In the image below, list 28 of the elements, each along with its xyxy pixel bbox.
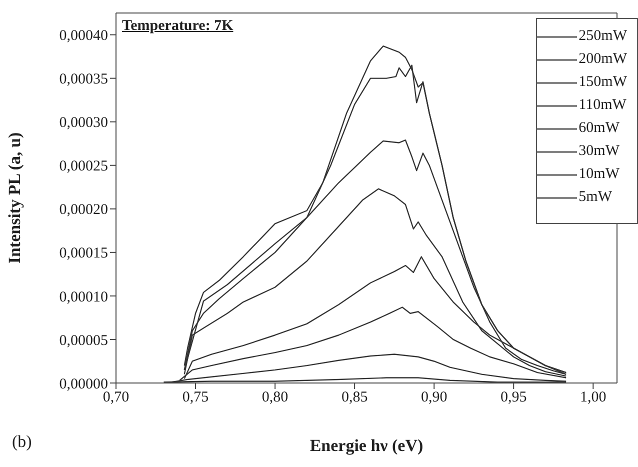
y-tick-label: 0,00000 bbox=[59, 376, 108, 392]
annotation: Temperature: 7K bbox=[122, 18, 234, 35]
x-tick-label: 0,95 bbox=[500, 390, 527, 406]
legend-label: 5mW bbox=[578, 189, 612, 206]
legend-label: 150mW bbox=[578, 74, 627, 91]
legend-label: 110mW bbox=[578, 97, 626, 114]
legend-label: 10mW bbox=[578, 166, 620, 183]
x-tick-label: 0,75 bbox=[182, 390, 209, 406]
x-tick-label: 0,90 bbox=[420, 390, 448, 406]
x-tick-label: 0,70 bbox=[102, 390, 130, 406]
text: (b) bbox=[12, 432, 32, 452]
y-tick-label: 0,00010 bbox=[59, 289, 108, 306]
y-tick-label: 0,00040 bbox=[59, 28, 108, 44]
y-tick-label: 0,00020 bbox=[59, 202, 108, 218]
x-tick-label: 1,00 bbox=[580, 390, 606, 406]
x-axis-title: Energie hν (eV) bbox=[310, 436, 424, 455]
legend-label: 250mW bbox=[578, 28, 627, 45]
y-tick-label: 0,00025 bbox=[59, 158, 108, 175]
y-tick-label: 0,00005 bbox=[59, 332, 108, 349]
legend-label: 60mW bbox=[578, 120, 620, 137]
legend-label: 30mW bbox=[578, 143, 620, 160]
y-tick-label: 0,00030 bbox=[59, 115, 108, 132]
y-tick-label: 0,00015 bbox=[59, 246, 108, 262]
x-tick-label: 0,85 bbox=[341, 390, 368, 406]
y-axis-title: Intensity PL (a, u) bbox=[5, 132, 24, 264]
x-tick-label: 0,80 bbox=[262, 390, 288, 406]
legend-label: 200mW bbox=[578, 51, 627, 68]
y-tick-label: 0,00035 bbox=[59, 72, 108, 88]
